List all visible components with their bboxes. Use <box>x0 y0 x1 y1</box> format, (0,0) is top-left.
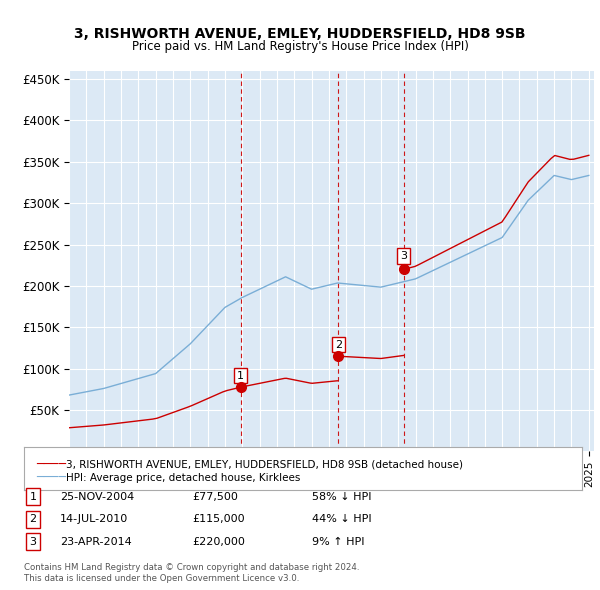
Text: HPI: Average price, detached house, Kirklees: HPI: Average price, detached house, Kirk… <box>66 473 301 483</box>
Text: Contains HM Land Registry data © Crown copyright and database right 2024.: Contains HM Land Registry data © Crown c… <box>24 563 359 572</box>
Text: £115,000: £115,000 <box>192 514 245 524</box>
Text: 3, RISHWORTH AVENUE, EMLEY, HUDDERSFIELD, HD8 9SB (detached house): 3, RISHWORTH AVENUE, EMLEY, HUDDERSFIELD… <box>66 460 463 469</box>
Text: 3: 3 <box>400 251 407 261</box>
Text: This data is licensed under the Open Government Licence v3.0.: This data is licensed under the Open Gov… <box>24 573 299 583</box>
Text: 2: 2 <box>335 340 342 350</box>
Text: ────: ──── <box>36 471 66 484</box>
Text: £220,000: £220,000 <box>192 537 245 546</box>
Text: 25-NOV-2004: 25-NOV-2004 <box>60 492 134 502</box>
Text: ────: ──── <box>36 458 66 471</box>
Text: 14-JUL-2010: 14-JUL-2010 <box>60 514 128 524</box>
Text: 1: 1 <box>29 492 37 502</box>
Text: 1: 1 <box>237 371 244 381</box>
Text: 9% ↑ HPI: 9% ↑ HPI <box>312 537 365 546</box>
Text: 58% ↓ HPI: 58% ↓ HPI <box>312 492 371 502</box>
Text: 44% ↓ HPI: 44% ↓ HPI <box>312 514 371 524</box>
Text: Price paid vs. HM Land Registry's House Price Index (HPI): Price paid vs. HM Land Registry's House … <box>131 40 469 53</box>
Text: 3, RISHWORTH AVENUE, EMLEY, HUDDERSFIELD, HD8 9SB: 3, RISHWORTH AVENUE, EMLEY, HUDDERSFIELD… <box>74 27 526 41</box>
Text: 3: 3 <box>29 537 37 546</box>
Text: £77,500: £77,500 <box>192 492 238 502</box>
Text: 23-APR-2014: 23-APR-2014 <box>60 537 132 546</box>
Text: 2: 2 <box>29 514 37 524</box>
